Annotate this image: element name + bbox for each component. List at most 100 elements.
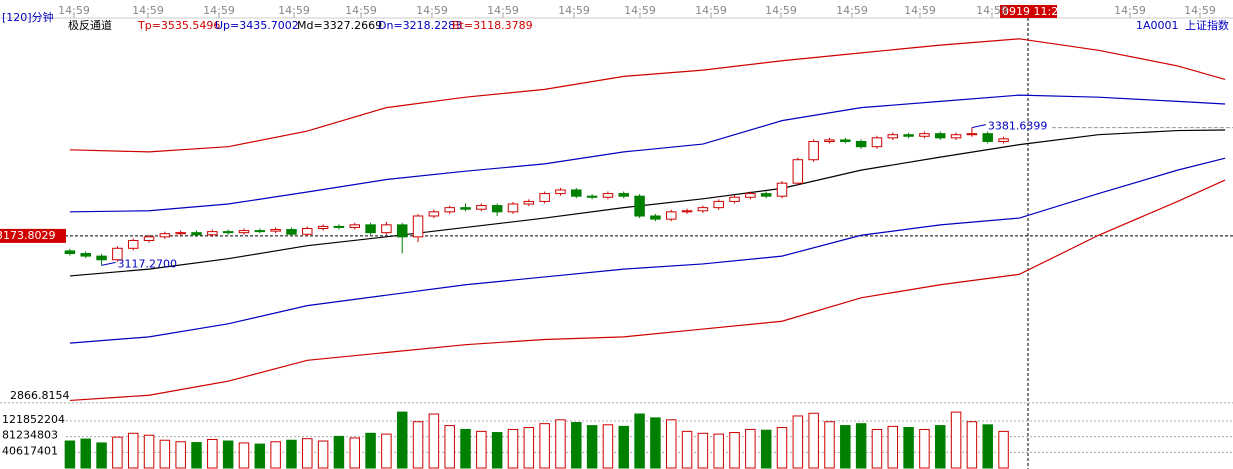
time-label: 14:59 [624, 4, 656, 17]
volume-bar [776, 427, 788, 469]
volume-bar [476, 430, 487, 469]
volume-bar [555, 419, 566, 469]
volume-bar [270, 441, 281, 469]
candle-body [476, 205, 487, 210]
candle-body [650, 215, 661, 220]
candle-body [919, 133, 930, 137]
volume-bar [903, 427, 914, 469]
time-label: 14:59 [558, 4, 590, 17]
time-label: 14:59 [1184, 4, 1216, 17]
time-label: 14:59 [765, 4, 797, 17]
volume-bar [365, 432, 376, 469]
volume-bar [491, 432, 503, 469]
period-label: [120]分钟 [2, 10, 54, 24]
candle-body [776, 182, 788, 197]
annotation-label: 3381.6399 [988, 120, 1048, 133]
annotation-leader [971, 124, 987, 129]
candle-body [143, 236, 155, 241]
indicator-value: Up=3435.7002 [215, 19, 299, 32]
candle-body [460, 207, 471, 210]
volume-bar [602, 424, 614, 469]
candle-body [96, 255, 107, 261]
candle-body [903, 134, 914, 137]
volume-bar [523, 427, 535, 469]
candle-body [871, 137, 883, 148]
volume-bar [935, 425, 946, 469]
channel-line [69, 94, 1226, 213]
volume-bar [760, 429, 772, 469]
candle-body [586, 195, 598, 198]
volume-bar [586, 425, 598, 469]
candle-body [855, 140, 867, 148]
candle-body [571, 189, 582, 197]
candle-body [840, 139, 851, 142]
y-tick-label: 2866.8154 [10, 389, 70, 402]
y-tick-label: 40617401 [2, 444, 58, 457]
candle-body [681, 210, 693, 213]
volume-bar [966, 421, 978, 469]
indicator-value: Md=3327.2669 [297, 19, 382, 32]
volume-bar [665, 419, 677, 469]
volume-bar [650, 417, 661, 469]
volume-bar [887, 425, 899, 469]
volume-bar [539, 423, 550, 469]
candle-body [745, 193, 756, 198]
volume-bar [697, 432, 709, 469]
candle-body [349, 224, 360, 228]
volume-bar [460, 428, 471, 469]
crosshair-value: 3173.8029 [0, 229, 56, 242]
candle-body [634, 195, 645, 217]
volume-bar [191, 442, 202, 469]
volume-bar [571, 422, 582, 469]
candle-body [824, 139, 835, 142]
time-label: 14:59 [278, 4, 310, 17]
candle-body [175, 232, 186, 235]
volume-bar [222, 440, 234, 469]
candle-body [428, 211, 440, 217]
candle-body [238, 230, 250, 234]
indicator-value: Tp=3535.5496 [137, 19, 220, 32]
volume-bar [792, 415, 804, 469]
candle-body [270, 229, 281, 232]
time-label: 14:59 [976, 4, 1008, 17]
candle-body [808, 140, 819, 161]
volume-bar [175, 441, 186, 469]
volume-bar [982, 424, 993, 469]
volume-bar [444, 425, 455, 469]
symbol-name: 上证指数 [1185, 18, 1229, 32]
volume-bar [634, 413, 645, 469]
volume-bar [143, 434, 155, 469]
volume-bar [824, 421, 835, 469]
volume-bar [80, 438, 91, 469]
candle-body [112, 247, 123, 261]
volume-bar [349, 437, 360, 469]
volume-bar [998, 430, 1009, 469]
volume-bar [713, 433, 724, 469]
volume-bar [127, 432, 139, 469]
candle-body [966, 133, 978, 136]
volume-bar [871, 428, 883, 469]
candle-body [887, 134, 899, 139]
candle-body [697, 207, 709, 212]
candle-body [286, 229, 297, 235]
candle-body [998, 138, 1009, 142]
candle-body [396, 224, 408, 238]
time-label: 14:59 [487, 4, 519, 17]
volume-bar [207, 438, 218, 469]
annotation-label: 3117.2700 [118, 257, 178, 270]
volume-bar [950, 411, 962, 469]
time-label: 14:59 [345, 4, 377, 17]
candle-body [950, 134, 962, 139]
volume-bar [64, 440, 76, 469]
volume-bar [96, 442, 107, 469]
candle-body [935, 133, 946, 139]
channel-line [69, 157, 1226, 344]
candle-body [80, 253, 91, 257]
candle-body [302, 227, 313, 235]
volume-bar [159, 439, 171, 469]
volume-bar [618, 425, 630, 469]
candle-body [381, 224, 392, 234]
candle-body [523, 200, 535, 205]
volume-bar [302, 438, 313, 469]
